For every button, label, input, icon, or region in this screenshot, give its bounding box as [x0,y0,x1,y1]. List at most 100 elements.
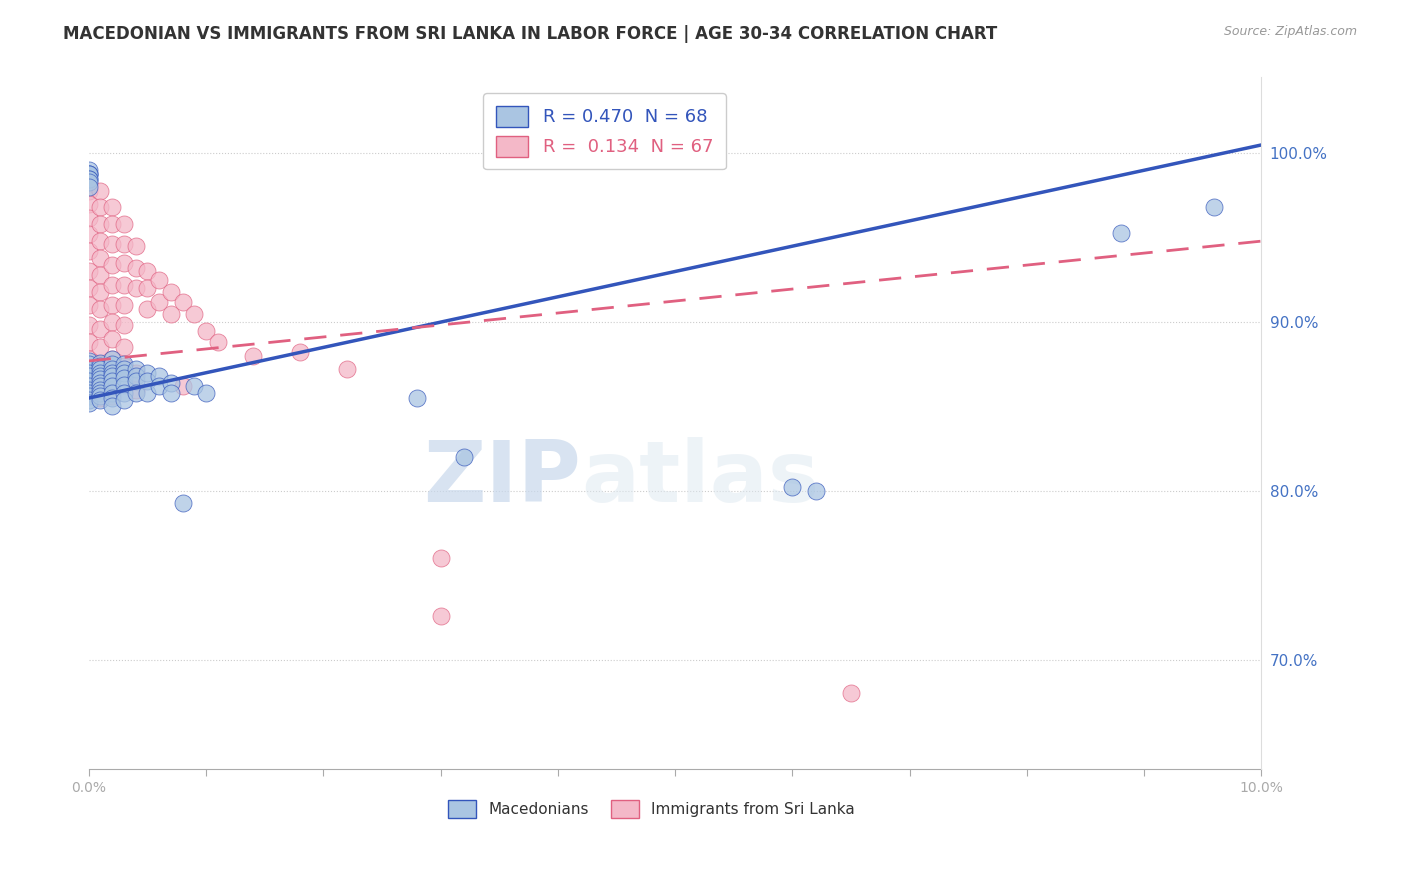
Point [77,383,100,397]
Point [124,383,146,397]
Point [77,389,100,403]
Point [89,251,111,265]
Point [89,184,111,198]
Point [101,217,124,231]
Text: ZIP: ZIP [423,437,581,520]
Point [112,366,135,380]
Point [89,357,111,371]
Point [101,400,124,414]
Text: MACEDONIAN VS IMMIGRANTS FROM SRI LANKA IN LABOR FORCE | AGE 30-34 CORRELATION C: MACEDONIAN VS IMMIGRANTS FROM SRI LANKA … [63,25,997,43]
Point [101,258,124,272]
Point [77,335,100,350]
Point [89,369,111,384]
Point [195,386,218,401]
Point [77,171,100,186]
Point [101,315,124,329]
Point [89,391,111,405]
Point [89,366,111,380]
Point [77,392,100,407]
Point [89,389,111,403]
Point [112,341,135,355]
Point [101,369,124,384]
Point [112,237,135,252]
Point [77,374,100,388]
Point [101,389,124,403]
Point [89,362,111,376]
Point [112,359,135,373]
Point [101,352,124,367]
Point [89,301,111,316]
Point [804,483,827,498]
Point [148,379,170,393]
Point [101,357,124,371]
Point [89,392,111,407]
Point [336,362,359,376]
Point [77,369,100,384]
Point [136,386,159,401]
Point [89,374,111,388]
Point [124,261,146,276]
Point [195,324,218,338]
Point [77,264,100,278]
Point [77,298,100,312]
Point [124,386,146,401]
Point [101,379,124,393]
Point [89,372,111,386]
Point [101,374,124,388]
Point [101,391,124,405]
Point [159,307,181,321]
Point [77,197,100,211]
Point [124,362,146,376]
Point [77,352,100,367]
Point [77,354,100,368]
Point [112,371,135,385]
Point [839,686,862,700]
Point [112,298,135,312]
Point [159,285,181,299]
Point [77,357,100,371]
Point [148,294,170,309]
Point [183,379,205,393]
Point [172,294,194,309]
Point [172,379,194,393]
Point [77,369,100,384]
Point [124,366,146,380]
Point [136,281,159,295]
Point [112,256,135,270]
Point [148,273,170,287]
Point [136,366,159,380]
Point [89,200,111,214]
Point [101,200,124,214]
Point [112,217,135,231]
Point [101,237,124,252]
Point [89,217,111,231]
Point [77,362,100,376]
Point [77,386,100,401]
Point [124,374,146,388]
Point [89,359,111,373]
Point [406,391,429,405]
Point [77,227,100,242]
Point [89,322,111,336]
Point [136,374,159,388]
Point [89,383,111,397]
Point [77,379,100,393]
Point [782,481,804,495]
Point [101,332,124,346]
Point [207,335,229,350]
Point [1204,200,1226,214]
Point [77,184,100,198]
Point [124,369,146,384]
Legend: Macedonians, Immigrants from Sri Lanka: Macedonians, Immigrants from Sri Lanka [443,794,860,824]
Point [77,167,100,181]
Point [89,341,111,355]
Point [89,376,111,390]
Point [77,281,100,295]
Point [112,278,135,293]
Point [77,175,100,189]
Point [159,376,181,390]
Point [77,171,100,186]
Point [89,268,111,282]
Point [89,356,111,370]
Point [101,362,124,376]
